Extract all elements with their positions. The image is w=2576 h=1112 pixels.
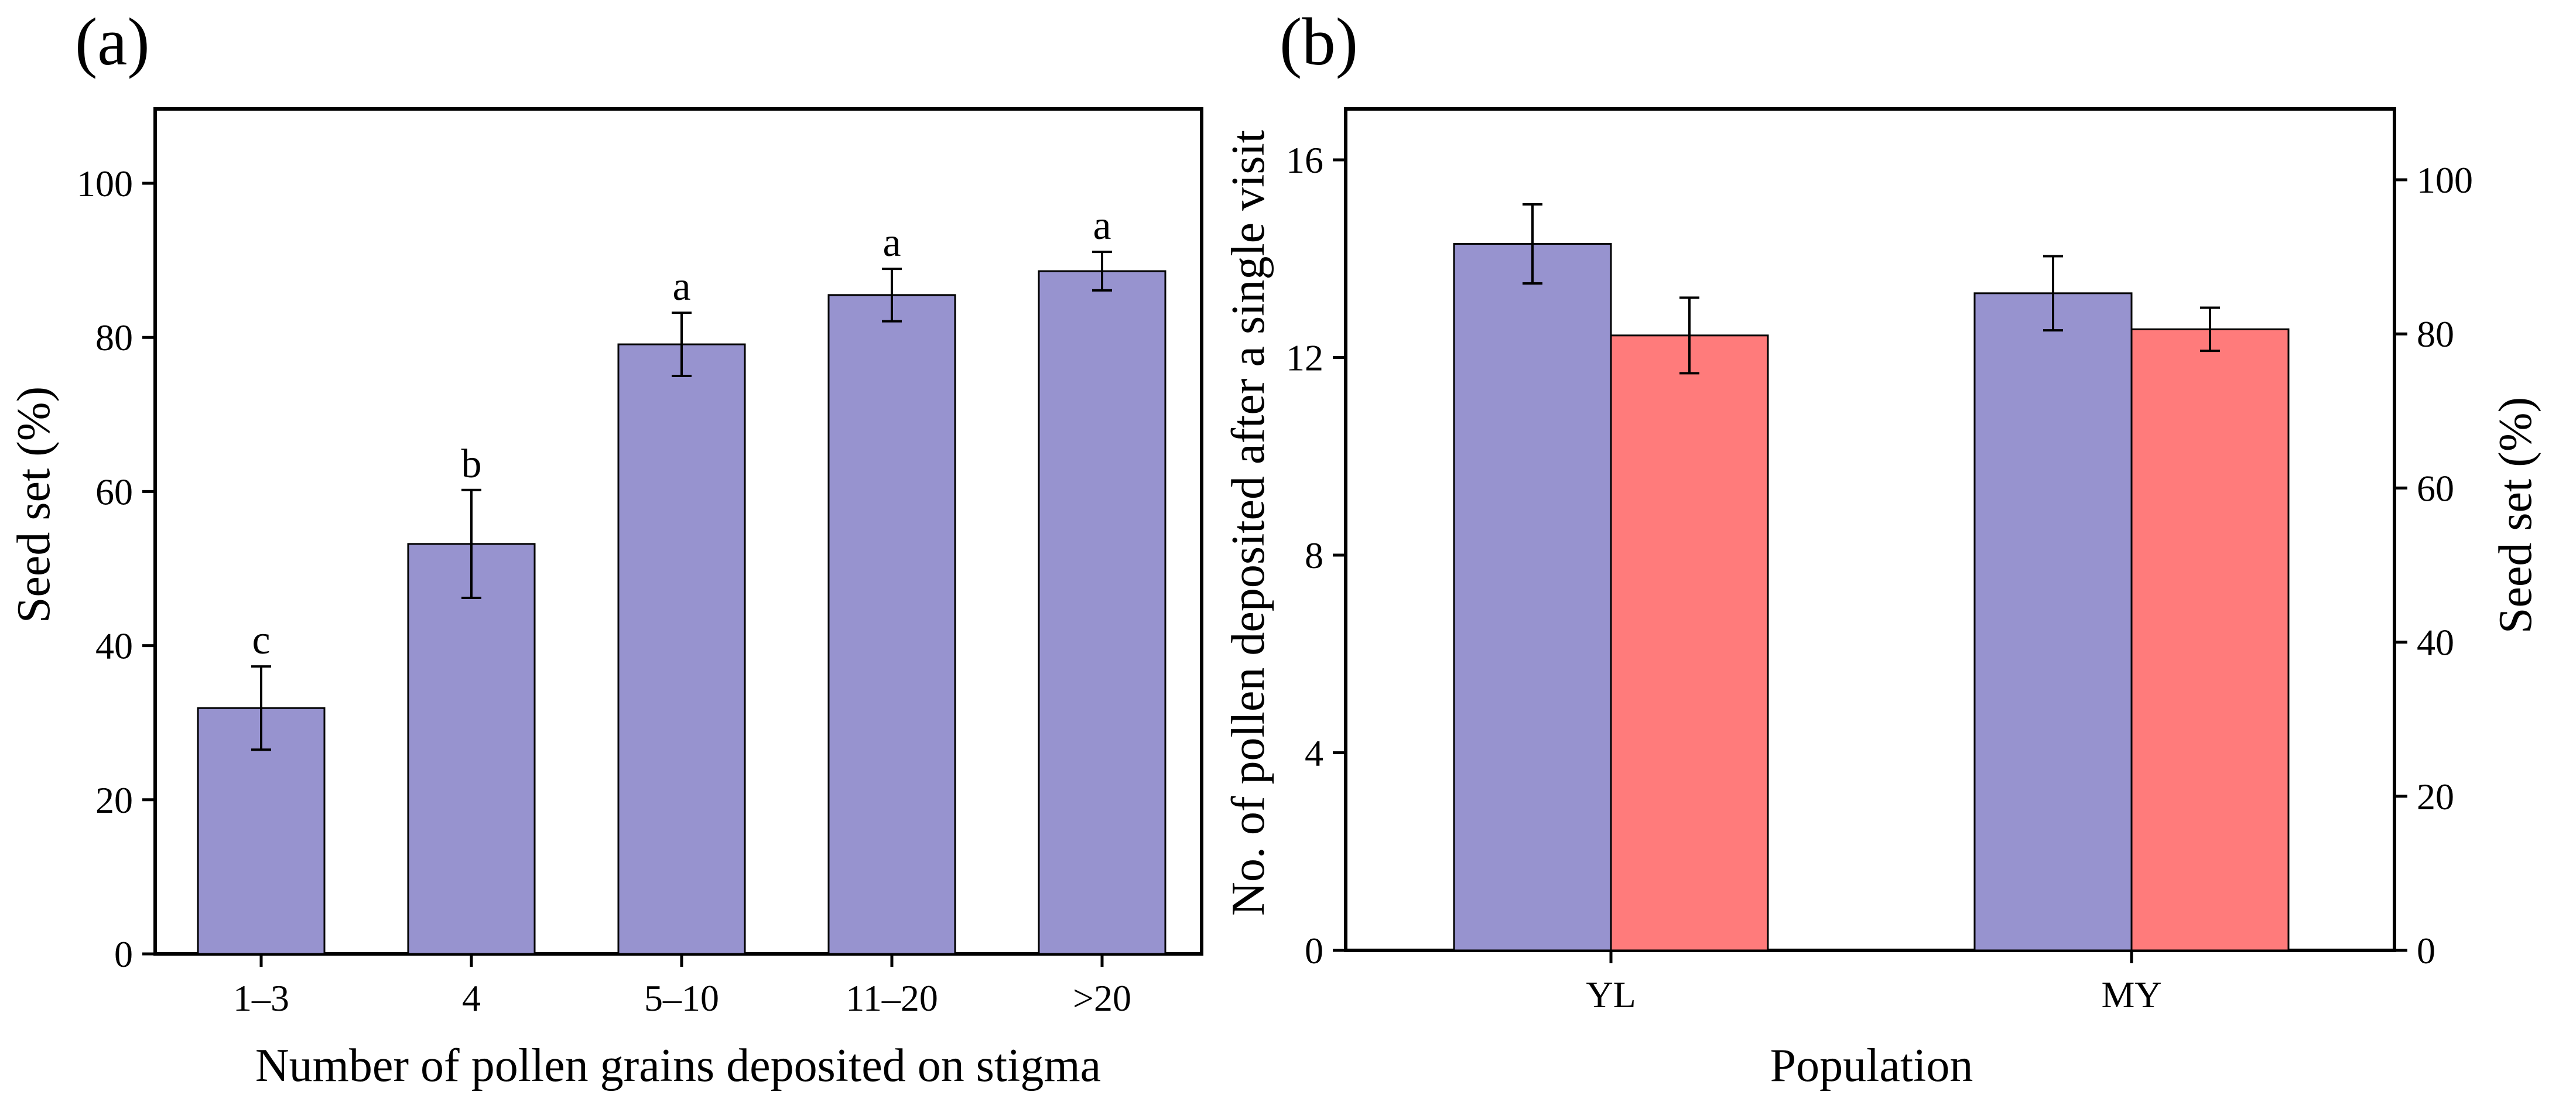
panel-a-y-tick-label: 40 [95, 625, 133, 667]
panel-a-error-bar [882, 268, 902, 323]
panel-b-left-y-tick-label: 4 [1305, 733, 1323, 774]
panel-a-x-tick-label: >20 [1073, 977, 1131, 1019]
panel-a-y-tick-label: 100 [77, 163, 133, 204]
panel-a-y-axis: 0 20 40 60 80 100 [77, 163, 155, 975]
panel-a-bar [407, 543, 536, 955]
panel-b-seed-set-bar [2130, 328, 2290, 952]
panel-b-seed-set-error-bar [1679, 296, 1699, 375]
panel-b-pollen-error-bar [2043, 255, 2063, 332]
panel-b-left-y-tick-label: 12 [1286, 337, 1323, 379]
panel-a-significance-label: a [1093, 203, 1111, 248]
panel-b-right-y-tick-label: 40 [2417, 622, 2454, 663]
panel-a-significance-label: b [461, 442, 482, 487]
panel-b-seed-set-error-bar [2200, 306, 2220, 353]
panel-b-left-y-axis-title: No. of pollen deposited after a single v… [1223, 130, 1274, 916]
panel-b-right-y-tick-label: 100 [2417, 159, 2473, 201]
panel-a-label: (a) [75, 5, 150, 79]
panel-a-error-bar [1092, 251, 1112, 292]
panel-b-right-y-tick-label: 80 [2417, 313, 2454, 355]
panel-b-plot-frame [1344, 107, 2396, 952]
panel-a-error-bar [461, 488, 481, 600]
panel-a-bar [827, 294, 956, 955]
panel-a-x-tick-label: 1–3 [233, 977, 289, 1019]
panel-a-y-axis-title: Seed set (%) [8, 386, 60, 623]
panel-b-pollen-error-bar [1523, 203, 1542, 285]
panel-b-right-y-axis: 0 20 40 60 80 100 [2394, 159, 2473, 971]
panel-b-left-y-tick-label: 16 [1286, 139, 1323, 181]
panel-a-significance-label: c [252, 618, 270, 663]
panel-b-left-y-axis: 0 4 8 12 16 [1286, 139, 1346, 971]
panel-b-x-tick-label: YL [1586, 974, 1636, 1015]
panel-a-x-tick-label: 4 [462, 977, 481, 1019]
panel-a-bar [1038, 270, 1166, 955]
panel-a-y-tick-label: 0 [114, 933, 133, 975]
panel-b-x-axis: YL MY [1586, 950, 2162, 1015]
panel-b-label: (b) [1280, 5, 1358, 79]
panel-b-population-chart: (b) 0 4 8 12 16 0 20 40 60 80 100 YL MY Population… [1223, 5, 2541, 1092]
panel-b-right-y-tick-label: 20 [2417, 776, 2454, 817]
panel-a-error-bar [672, 312, 692, 377]
panel-a-x-axis: 1–3 4 5–10 11–20 >20 [233, 954, 1131, 1019]
panel-a-significance-label: a [882, 220, 901, 265]
panel-b-right-y-axis-title: Seed set (%) [2490, 397, 2541, 634]
panel-a-x-axis-title: Number of pollen grains deposited on sti… [255, 1040, 1101, 1092]
panel-a-y-tick-label: 20 [95, 779, 133, 821]
panel-b-right-y-tick-label: 60 [2417, 467, 2454, 509]
panel-a-error-bar [251, 665, 271, 751]
panel-a-y-tick-label: 80 [95, 317, 133, 358]
panel-b-x-tick-label: MY [2101, 974, 2161, 1015]
panel-b-seed-set-bar [1610, 334, 1769, 952]
panel-b-bars [1453, 203, 2290, 952]
panel-b-pollen-bar [1453, 242, 1612, 952]
panel-b-right-y-tick-label: 0 [2417, 930, 2435, 971]
panel-a-x-tick-label: 11–20 [846, 977, 938, 1019]
panel-b-x-axis-title: Population [1770, 1040, 1973, 1092]
panel-b-left-y-tick-label: 8 [1305, 535, 1323, 576]
panel-b-pollen-bar [1973, 292, 2133, 952]
panel-b-left-y-tick-label: 0 [1305, 930, 1323, 971]
panel-a-x-tick-label: 5–10 [644, 977, 719, 1019]
panel-a-bars: c b a a a [197, 203, 1166, 955]
panel-a-bar [617, 343, 746, 955]
panel-a-significance-label: a [672, 264, 690, 309]
panel-a-y-tick-label: 60 [95, 471, 133, 512]
